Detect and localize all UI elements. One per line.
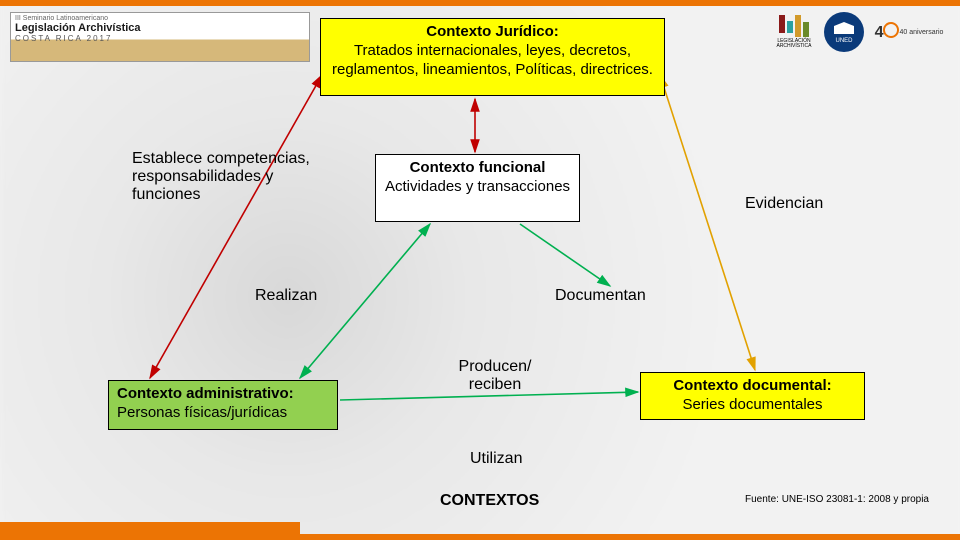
uned-icon: UNED: [824, 12, 864, 52]
label-contextos: CONTEXTOS: [440, 492, 539, 510]
node-administrativo-title: Contexto administrativo:: [117, 385, 329, 404]
aniversario-caption: 40 aniversario: [899, 29, 943, 36]
node-juridico: Contexto Jurídico:Tratados internacional…: [320, 18, 665, 96]
label-evidencian: Evidencian: [745, 195, 823, 213]
node-documental: Contexto documental:Series documentales: [640, 372, 865, 420]
label-utilizan: Utilizan: [470, 450, 522, 468]
bottom-accent-bar: [0, 522, 300, 534]
label-documentan: Documentan: [555, 287, 646, 305]
node-juridico-body: Tratados internacionales, leyes, decreto…: [329, 42, 656, 80]
legislacion-caption: LEGISLACIÓN ARCHIVÍSTICA: [774, 39, 814, 49]
seminar-logo: III Seminario Latinoamericano Legislació…: [10, 12, 310, 62]
node-funcional-body: Actividades y transacciones: [384, 178, 571, 197]
top-accent-bar: [0, 0, 960, 6]
node-documental-body: Series documentales: [649, 396, 856, 415]
node-funcional: Contexto funcionalActividades y transacc…: [375, 154, 580, 222]
node-juridico-title: Contexto Jurídico:: [329, 23, 656, 42]
aniversario-icon: 4 40 aniversario: [874, 12, 944, 52]
seminar-line3: COSTA RICA 2017: [15, 34, 305, 43]
legislacion-archivistica-icon: LEGISLACIÓN ARCHIVÍSTICA: [774, 12, 814, 52]
label-producen: Producen/ reciben: [440, 358, 550, 394]
uned-caption: UNED: [835, 38, 852, 44]
node-documental-title: Contexto documental:: [649, 377, 856, 396]
bottom-bar: [0, 534, 960, 540]
label-realizan: Realizan: [255, 287, 317, 305]
seminar-line2: Legislación Archivística: [15, 22, 305, 34]
node-administrativo: Contexto administrativo:Personas físicas…: [108, 380, 338, 430]
source-note: Fuente: UNE-ISO 23081-1: 2008 y propia: [745, 494, 929, 505]
node-funcional-title: Contexto funcional: [384, 159, 571, 178]
node-administrativo-body: Personas físicas/jurídicas: [117, 404, 329, 423]
label-establece: Establece competencias, responsabilidade…: [132, 150, 342, 204]
right-logos: LEGISLACIÓN ARCHIVÍSTICA UNED 4 40 anive…: [774, 12, 944, 52]
seminar-line1: III Seminario Latinoamericano: [15, 15, 305, 22]
